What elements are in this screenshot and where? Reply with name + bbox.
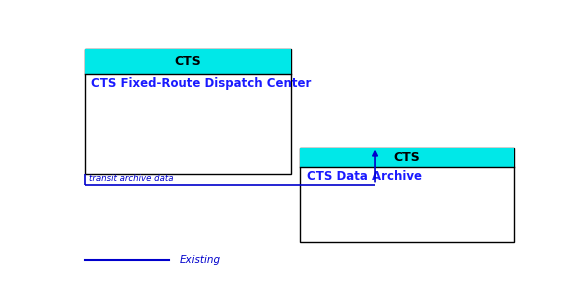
Text: CTS Data Archive: CTS Data Archive xyxy=(307,170,422,183)
Text: Existing: Existing xyxy=(180,255,221,265)
Bar xyxy=(84,49,291,174)
Bar xyxy=(300,148,514,243)
Bar xyxy=(84,49,291,74)
Bar xyxy=(300,148,514,167)
Text: transit archive data: transit archive data xyxy=(89,174,173,183)
Text: CTS: CTS xyxy=(175,55,202,68)
Text: CTS: CTS xyxy=(394,151,420,164)
Text: CTS Fixed-Route Dispatch Center: CTS Fixed-Route Dispatch Center xyxy=(91,77,312,90)
